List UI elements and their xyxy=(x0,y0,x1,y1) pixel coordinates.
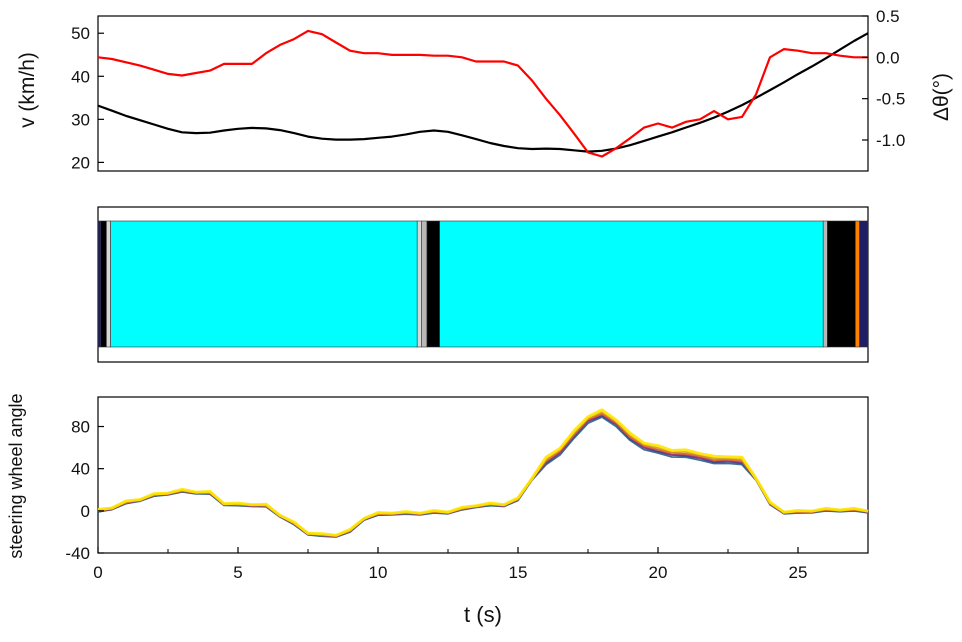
state-segment xyxy=(822,220,828,348)
left-axis-title: v (km/h) xyxy=(16,52,39,128)
state-segment xyxy=(421,220,428,348)
x-tick-label: 25 xyxy=(789,563,808,582)
velocity-angle-panel: 20 30 40 50 0.5 0.0 -0.5 -1.0 v (km/h) Δθ(°) xyxy=(16,7,953,172)
y2-tick-label: 0.5 xyxy=(876,7,900,26)
angle-series-line xyxy=(97,29,868,158)
panel-frame xyxy=(97,396,869,554)
x-axis-title: t (s) xyxy=(464,602,502,627)
state-segment xyxy=(426,220,440,348)
y-tick-label: 0 xyxy=(81,502,90,521)
y-tick-label: 80 xyxy=(71,418,90,437)
steering-series-line xyxy=(97,416,869,538)
steering-series-line xyxy=(97,408,869,537)
state-segment xyxy=(100,220,107,348)
y-tick-label: 20 xyxy=(71,153,90,172)
steering-axis-title: steering wheel angle xyxy=(6,393,26,558)
speed-series-line xyxy=(97,32,869,153)
y-tick-label: 30 xyxy=(71,110,90,129)
x-tick-label: 15 xyxy=(509,563,528,582)
y-tick-label: 40 xyxy=(71,67,90,86)
panel-frame xyxy=(97,15,869,172)
state-strip-panel xyxy=(97,206,869,363)
state-segment xyxy=(97,220,102,348)
right-axis-title: Δθ(°) xyxy=(930,73,953,121)
state-segment xyxy=(827,220,856,348)
y2-tick-label: -0.5 xyxy=(876,90,905,109)
state-segment xyxy=(859,220,869,348)
y2-tick-label: -1.0 xyxy=(876,131,905,150)
x-tick-label: 0 xyxy=(93,563,102,582)
state-segment xyxy=(110,220,418,348)
state-segment xyxy=(106,220,111,348)
y-tick-label: -40 xyxy=(65,544,90,563)
y-tick-label: 50 xyxy=(71,24,90,43)
y-tick-label: 40 xyxy=(71,460,90,479)
state-segment xyxy=(855,220,860,348)
state-segment xyxy=(439,220,824,348)
y2-tick-label: 0.0 xyxy=(876,48,900,67)
state-segment xyxy=(416,220,422,348)
x-tick-label: 5 xyxy=(233,563,242,582)
x-tick-label: 10 xyxy=(369,563,388,582)
x-tick-label: 20 xyxy=(649,563,668,582)
